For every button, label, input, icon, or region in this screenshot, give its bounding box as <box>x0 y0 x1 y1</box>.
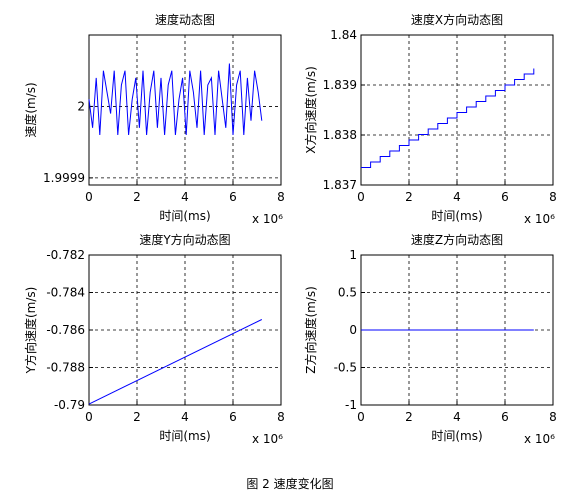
y-tick-label: -1 <box>345 398 357 412</box>
axes-box <box>88 254 282 406</box>
y-axis-label: X方向速度(m/s) <box>303 66 318 154</box>
x-tick-label: 0 <box>85 410 93 424</box>
y-tick-label: 1.9999 <box>43 171 85 185</box>
y-tick-label: -0.782 <box>46 248 85 262</box>
y-tick-label: 0 <box>349 323 357 337</box>
x-tick-label: 8 <box>277 410 285 424</box>
y-tick-label: 1 <box>349 248 357 262</box>
x-tick-label: 6 <box>501 190 509 204</box>
y-tick-label: 1.84 <box>330 28 357 42</box>
x-tick-label: 4 <box>181 410 189 424</box>
x-tick-label: 0 <box>357 190 365 204</box>
y-tick-label: 0.5 <box>338 286 357 300</box>
y-axis-label: 速度(m/s) <box>23 82 38 137</box>
chart-title: 速度Z方向动态图 <box>411 232 503 247</box>
x-axis-label: 时间(ms) <box>431 209 482 223</box>
caption: 图 2 速度变化图 <box>246 476 333 491</box>
x-tick-label: 2 <box>133 410 141 424</box>
x-multiplier: x 10⁶ <box>252 212 283 226</box>
x-tick-label: 6 <box>229 190 237 204</box>
y-tick-label: 2 <box>77 99 85 113</box>
x-multiplier: x 10⁶ <box>252 432 283 446</box>
x-tick-label: 6 <box>501 410 509 424</box>
x-axis-label: 时间(ms) <box>431 429 482 443</box>
x-tick-label: 2 <box>133 190 141 204</box>
x-tick-label: 4 <box>181 190 189 204</box>
axes-box <box>360 34 554 186</box>
x-multiplier: x 10⁶ <box>524 432 555 446</box>
subplot: 0 2 4 6 8 -0.79 -0.788 -0.786 -0.784 -0.782 速度Y方向动… <box>23 232 285 446</box>
chart-title: 速度动态图 <box>155 12 215 27</box>
chart-title: 速度Y方向动态图 <box>139 232 230 247</box>
chart-title: 速度X方向动态图 <box>411 12 503 27</box>
x-tick-label: 2 <box>405 190 413 204</box>
y-tick-label: 1.839 <box>323 78 357 92</box>
data-line <box>88 63 263 136</box>
y-tick-label: -0.5 <box>334 361 357 375</box>
data-line <box>361 68 535 168</box>
data-line <box>88 319 263 405</box>
y-tick-label: -0.784 <box>46 286 85 300</box>
x-tick-label: 8 <box>277 190 285 204</box>
y-axis-label: Y方向速度(m/s) <box>23 287 38 375</box>
y-tick-label: 1.837 <box>323 178 357 192</box>
axes-box <box>88 34 282 186</box>
y-tick-label: -0.79 <box>54 398 85 412</box>
x-tick-label: 2 <box>405 410 413 424</box>
x-multiplier: x 10⁶ <box>524 212 555 226</box>
x-tick-label: 4 <box>453 410 461 424</box>
y-tick-label: 1.838 <box>323 128 357 142</box>
x-axis-label: 时间(ms) <box>159 429 210 443</box>
x-tick-label: 0 <box>85 190 93 204</box>
x-tick-label: 0 <box>357 410 365 424</box>
x-tick-label: 8 <box>549 190 557 204</box>
y-tick-label: -0.786 <box>46 323 85 337</box>
x-axis-label: 时间(ms) <box>159 209 210 223</box>
x-tick-label: 4 <box>453 190 461 204</box>
x-tick-label: 6 <box>229 410 237 424</box>
x-tick-label: 8 <box>549 410 557 424</box>
y-tick-label: -0.788 <box>46 361 85 375</box>
y-axis-label: Z方向速度(m/s) <box>303 286 318 374</box>
